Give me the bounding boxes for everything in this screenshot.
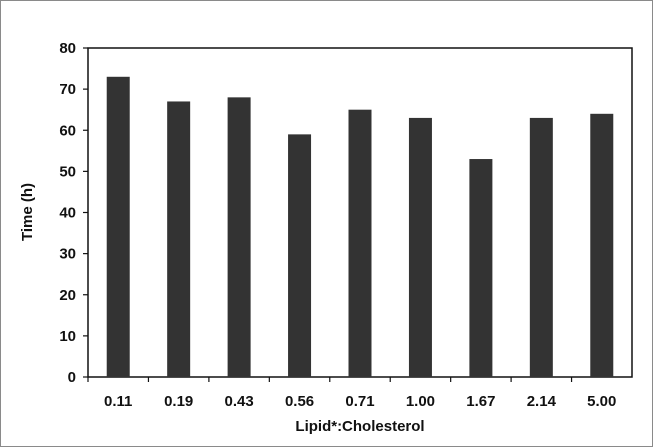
x-tick-label: 0.11 <box>104 393 132 410</box>
bars <box>106 76 614 378</box>
x-tick-label: 5.00 <box>587 393 616 410</box>
bar-0.19 <box>167 101 191 378</box>
y-tick-label: 30 <box>59 246 76 263</box>
y-axis-title: Time (h) <box>19 183 36 241</box>
bar-1.67 <box>469 159 493 377</box>
y-axis-ticks: 0 10 20 30 40 50 60 70 80 <box>59 40 88 386</box>
bar-1.00 <box>408 117 432 377</box>
x-tick-label: 1.67 <box>466 393 495 410</box>
x-tick-label: 0.56 <box>285 393 314 410</box>
bar-0.11 <box>106 76 130 377</box>
bar-5.00 <box>590 113 614 378</box>
x-tick-label: 1.00 <box>406 393 435 410</box>
y-tick-label: 60 <box>59 122 76 139</box>
y-tick-label: 20 <box>59 287 76 304</box>
y-tick-label: 70 <box>59 81 76 98</box>
y-tick-label: 40 <box>59 205 76 222</box>
bar-0.43 <box>227 97 251 377</box>
x-axis-ticks: 0.11 0.19 0.43 0.56 0.71 1.00 1.67 2.14 5.00 <box>87 377 616 410</box>
x-tick-label: 2.14 <box>527 393 557 410</box>
x-axis-title: Lipid*:Cholesterol <box>295 418 424 435</box>
bar-0.71 <box>348 109 372 377</box>
y-tick-label: 0 <box>68 369 76 386</box>
y-tick-label: 50 <box>59 163 76 180</box>
x-tick-label: 0.71 <box>345 393 374 410</box>
x-tick-label: 0.19 <box>164 393 193 410</box>
bar-0.56 <box>288 134 312 377</box>
y-tick-label: 10 <box>59 328 76 345</box>
y-tick-label: 80 <box>59 40 76 57</box>
x-tick-label: 0.43 <box>225 393 254 410</box>
bar-2.14 <box>529 117 553 377</box>
